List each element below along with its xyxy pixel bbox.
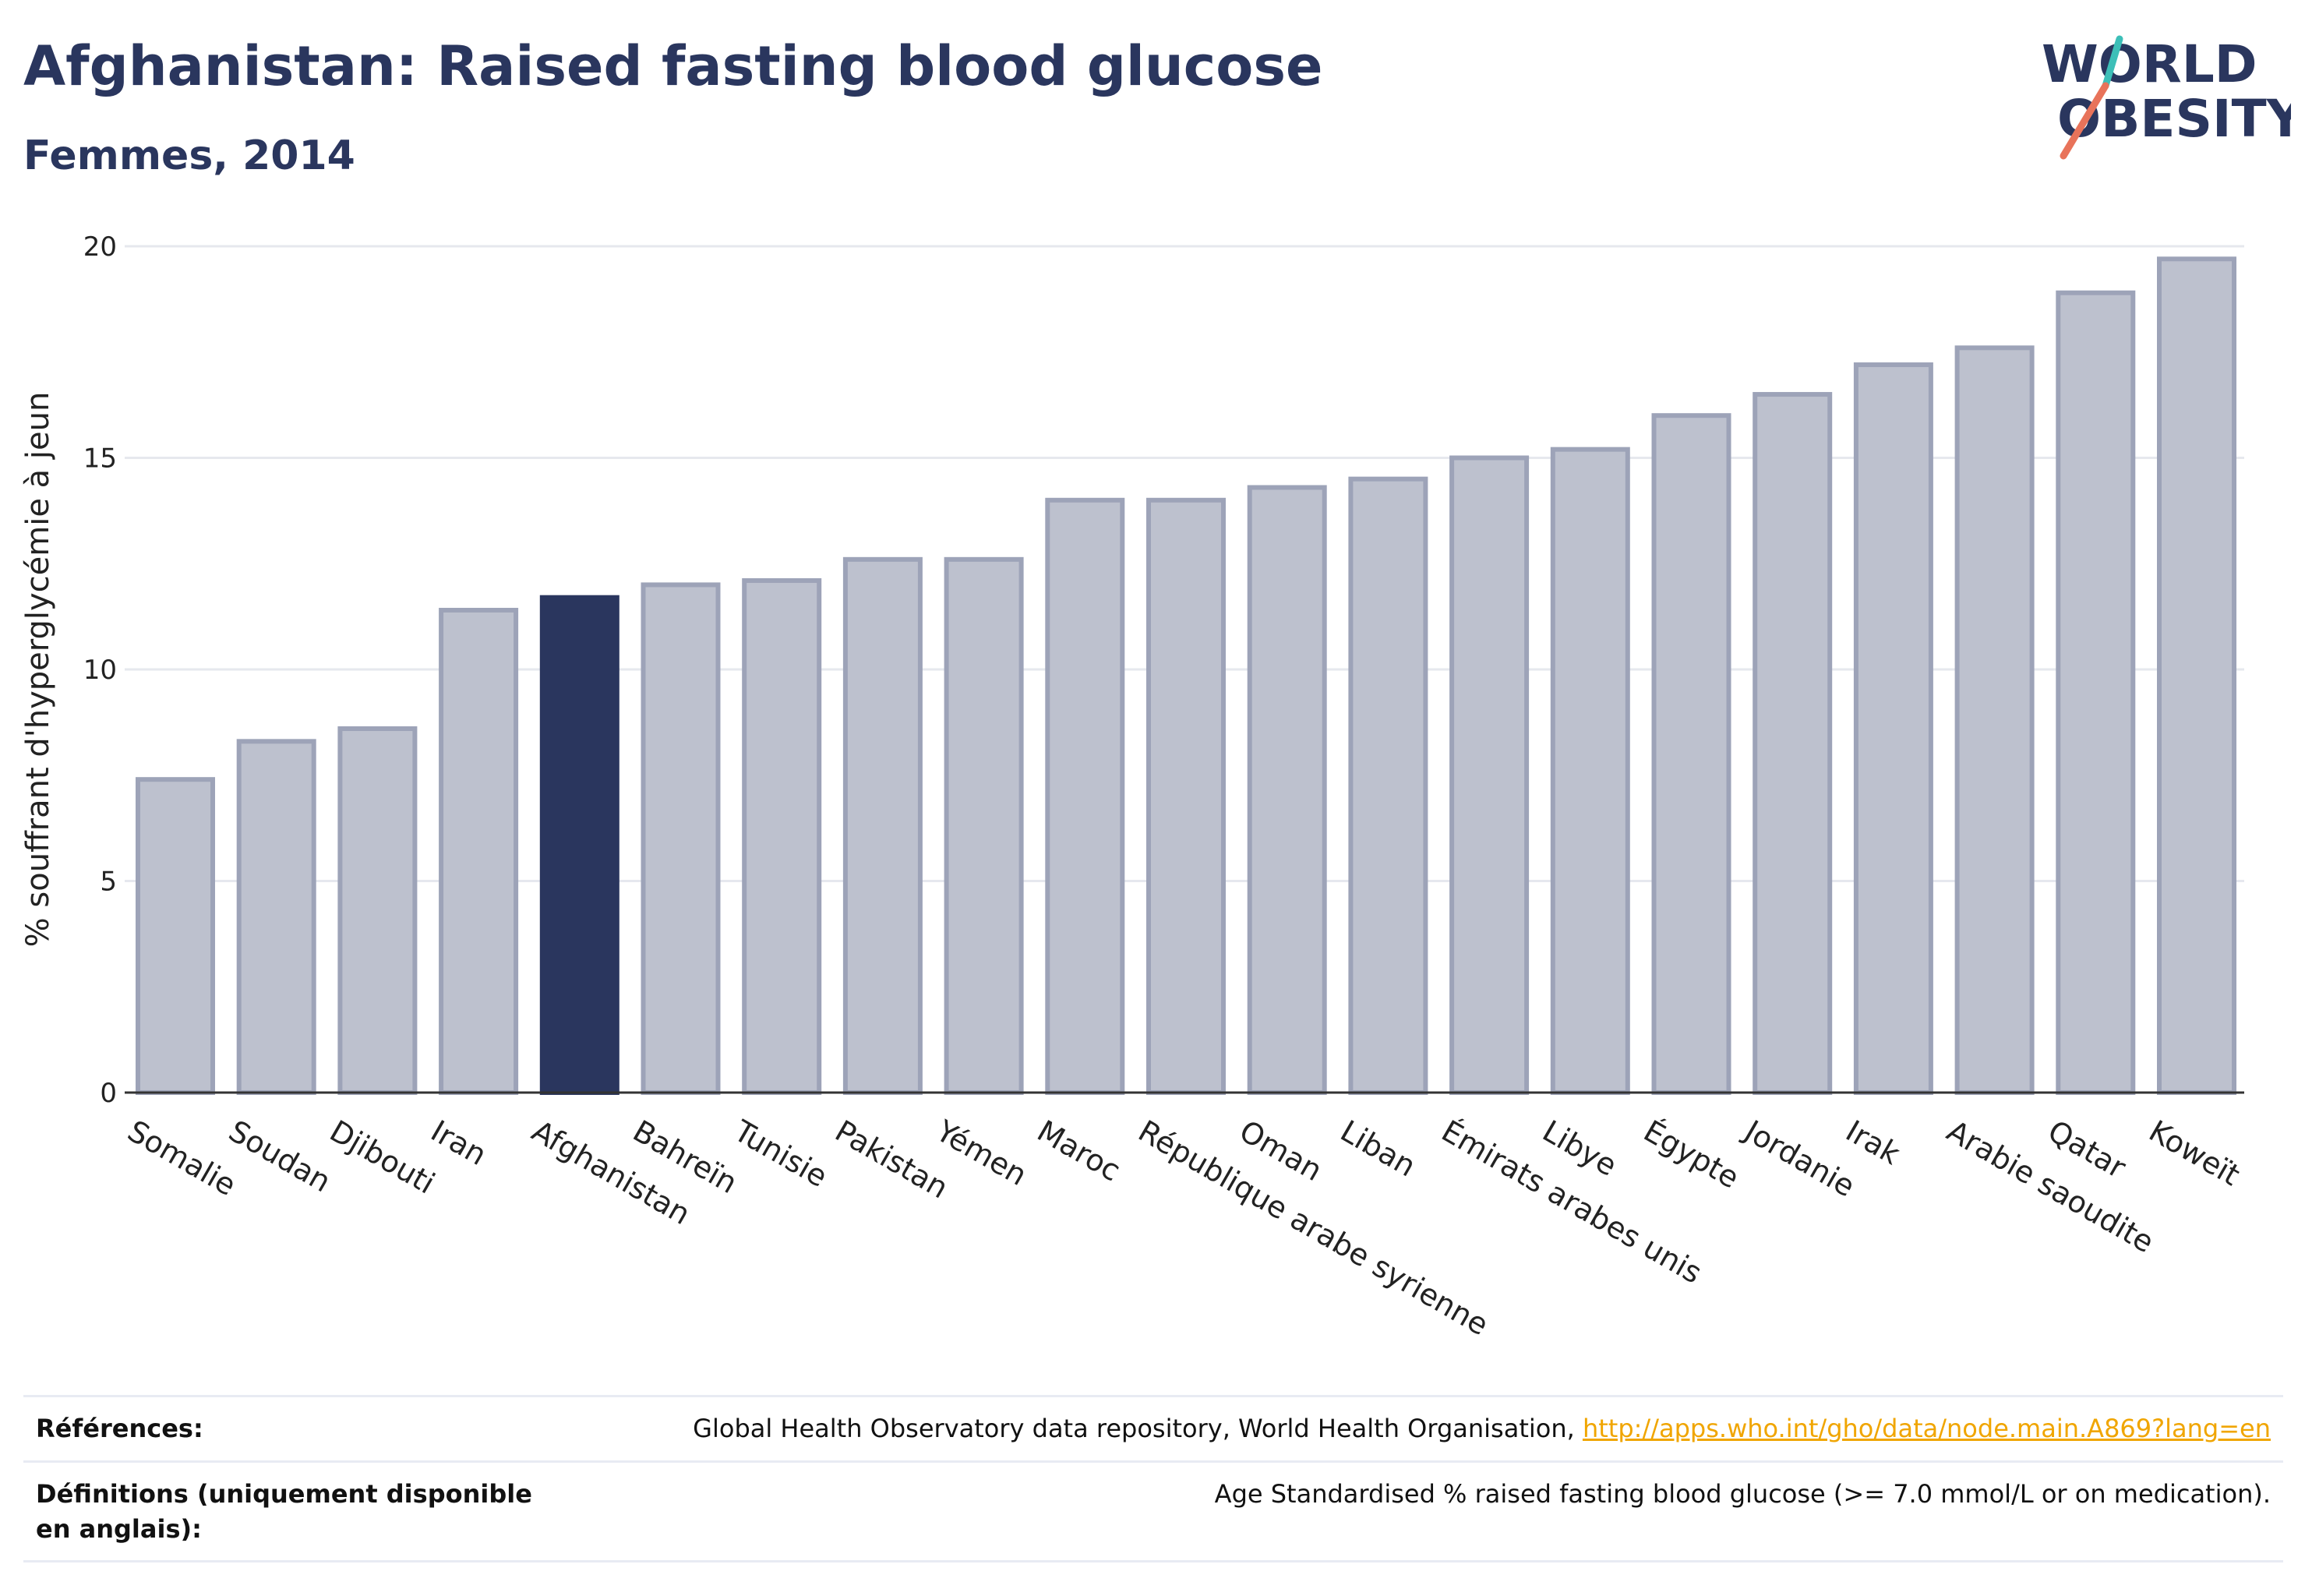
bar-djibouti[interactable] bbox=[337, 726, 418, 1096]
world-obesity-logo: WORLD OBESITY bbox=[2042, 34, 2291, 160]
y-tick-label: 0 bbox=[100, 1078, 117, 1109]
footer-table: Références: Global Health Observatory da… bbox=[23, 1395, 2283, 1563]
bar-libye[interactable] bbox=[1550, 447, 1630, 1095]
references-value: Global Health Observatory data repositor… bbox=[693, 1411, 2271, 1446]
references-link[interactable]: http://apps.who.int/gho/data/node.main.A… bbox=[1582, 1414, 2271, 1443]
bar-y-men[interactable] bbox=[944, 556, 1024, 1095]
bar-arabie-saoudite[interactable] bbox=[1954, 345, 2035, 1095]
bar-kowe-t[interactable] bbox=[2157, 256, 2236, 1095]
bars bbox=[136, 256, 2236, 1096]
x-tick-label: Tunisie bbox=[728, 1113, 833, 1194]
logo-slash-top bbox=[2102, 35, 2123, 90]
definitions-value: Age Standardised % raised fasting blood … bbox=[1214, 1478, 2271, 1509]
bar-tunisie[interactable] bbox=[742, 577, 822, 1095]
bar-soudan[interactable] bbox=[236, 739, 316, 1095]
y-tick-label: 10 bbox=[83, 655, 117, 686]
bar--gypte[interactable] bbox=[1651, 413, 1731, 1095]
bar-r-publique-arabe-syrienne[interactable] bbox=[1146, 497, 1226, 1095]
x-tick-label: Égypte bbox=[1638, 1114, 1745, 1195]
logo-slash-bottom bbox=[2060, 82, 2109, 160]
references-label: Références: bbox=[36, 1414, 203, 1443]
y-tick-label: 15 bbox=[83, 443, 117, 475]
x-tick-label: Somalie bbox=[122, 1114, 242, 1202]
x-tick-label: Koweït bbox=[2144, 1114, 2246, 1192]
references-text: Global Health Observatory data repositor… bbox=[693, 1414, 1583, 1443]
y-tick-labels: 0 5 10 15 20 bbox=[83, 231, 117, 1109]
definitions-label: Définitions (uniquement disponible en an… bbox=[36, 1478, 532, 1544]
y-axis-title: % souffrant d'hyperglycémie à jeun bbox=[20, 392, 56, 948]
x-tick-label: République arabe syrienne bbox=[1133, 1114, 1495, 1342]
bar-irak[interactable] bbox=[1853, 362, 1933, 1096]
bar-oman[interactable] bbox=[1247, 485, 1327, 1095]
bar-somalie[interactable] bbox=[136, 777, 215, 1095]
x-tick-label: Djibouti bbox=[324, 1114, 441, 1201]
y-tick-label: 20 bbox=[83, 231, 117, 263]
x-tick-label: Maroc bbox=[1032, 1114, 1127, 1188]
logo-text-world: WORLD bbox=[2042, 34, 2257, 94]
chart-title: Afghanistan: Raised fasting blood glucos… bbox=[23, 34, 1323, 98]
bar-iran[interactable] bbox=[439, 607, 519, 1095]
chart-subtitle: Femmes, 2014 bbox=[23, 132, 355, 179]
references-row: Références: Global Health Observatory da… bbox=[23, 1395, 2283, 1460]
x-tick-label: Irak bbox=[1840, 1114, 1905, 1171]
definitions-row: Définitions (uniquement disponible en an… bbox=[23, 1460, 2283, 1563]
x-tick-label: Jordanie bbox=[1738, 1113, 1861, 1204]
x-tick-label: Soudan bbox=[223, 1114, 337, 1199]
bar-pakistan[interactable] bbox=[842, 556, 923, 1095]
bar--mirats-arabes-unis[interactable] bbox=[1449, 455, 1530, 1095]
y-tick-label: 5 bbox=[100, 867, 117, 898]
x-tick-label: Iran bbox=[425, 1114, 492, 1172]
bar-jordanie[interactable] bbox=[1753, 392, 1833, 1095]
bar-qatar[interactable] bbox=[2056, 290, 2136, 1096]
bar-bahre-n[interactable] bbox=[641, 582, 721, 1095]
bar-afghanistan[interactable] bbox=[539, 595, 619, 1095]
x-tick-label: Pakistan bbox=[829, 1114, 954, 1206]
bar-liban[interactable] bbox=[1348, 476, 1428, 1095]
x-tick-label: Liban bbox=[1335, 1114, 1421, 1184]
bar-maroc[interactable] bbox=[1045, 497, 1125, 1095]
